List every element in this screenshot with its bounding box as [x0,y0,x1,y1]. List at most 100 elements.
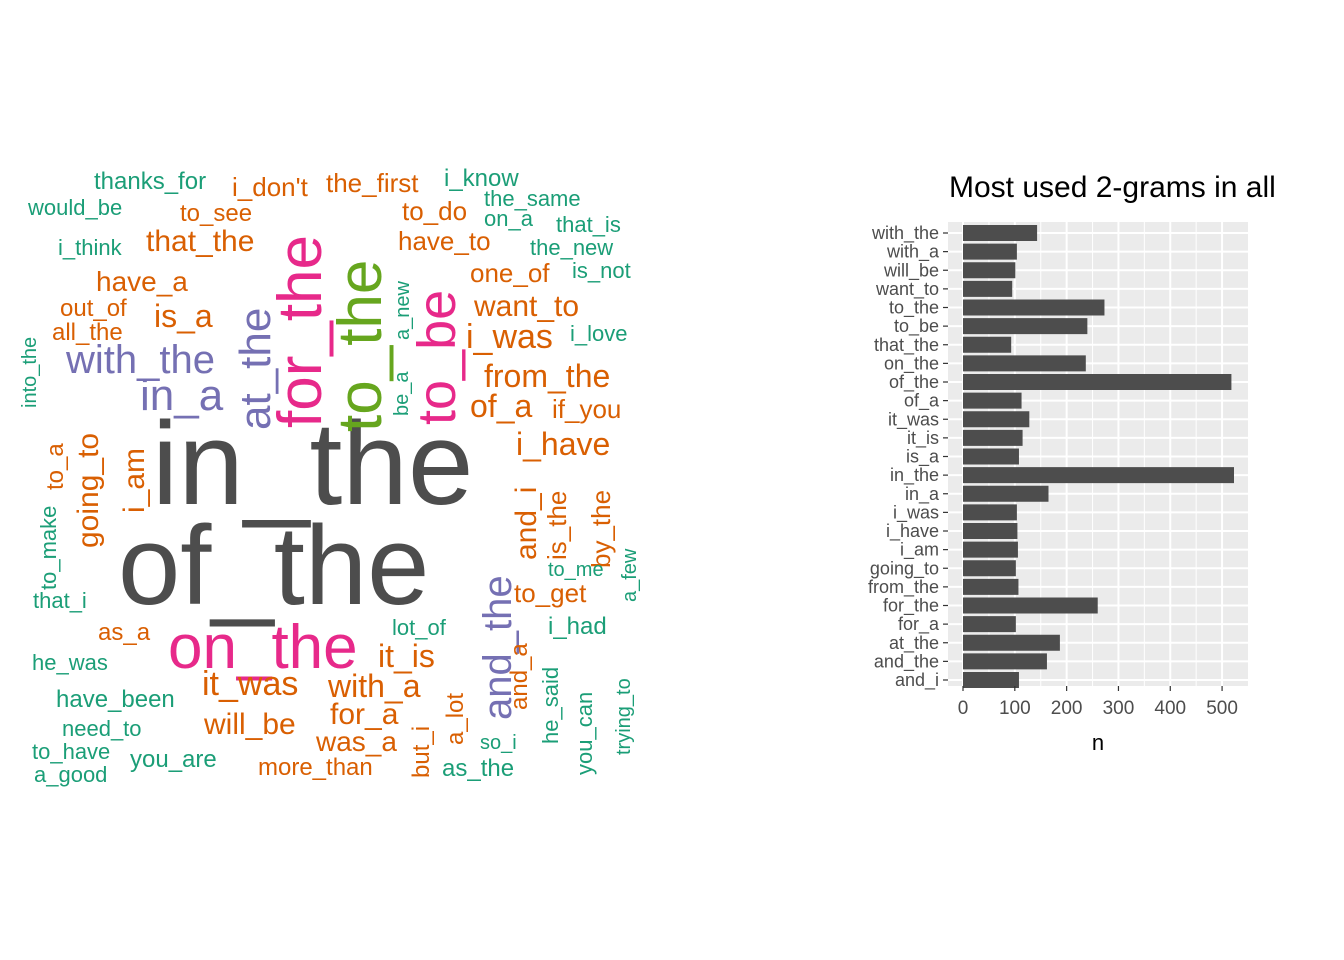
y-tick-label: i_was [893,502,939,523]
cloud-word-the-first: the_first [326,168,419,198]
cloud-word-to-me: to_me [548,559,604,581]
y-tick-label: for_the [883,596,939,617]
bar-with-the [963,225,1038,241]
y-tick-label: will_be [883,260,939,281]
cloud-word-need-to: need_to [62,716,142,741]
x-tick-label: 0 [958,698,969,719]
bar-for-the [963,597,1098,614]
cloud-word-i-know: i_know [444,165,519,192]
cloud-word-on-the: on_the [168,613,358,682]
cloud-word-that-i: that_i [33,588,87,613]
bar-to-be [963,318,1088,335]
cloud-word-have-to: have_to [398,226,491,256]
bar-for-a [963,616,1016,633]
bar-and-the [963,653,1047,670]
cloud-word-is-a: is_a [154,298,213,334]
y-tick-label: with_a [886,242,940,263]
cloud-word-i-had: i_had [548,613,607,640]
bar-it-is [963,429,1023,446]
y-tick-label: i_have [886,521,939,542]
cloud-word-one-of: one_of [470,258,550,288]
cloud-word-to-see: to_see [180,200,253,227]
y-tick-label: it_is [907,428,939,449]
y-tick-label: of_the [889,372,939,393]
bar-want-to [963,280,1013,297]
y-tick-label: to_the [889,298,939,319]
y-tick-label: going_to [870,558,939,579]
cloud-word-the-same: the_same [484,186,581,211]
cloud-word-that-is: that_is [556,212,621,237]
y-tick-label: and_the [874,651,939,672]
bar-from-the [963,578,1019,595]
cloud-word-you-are: you_are [130,746,217,773]
bar-it-was [963,411,1030,428]
y-tick-label: to_be [894,316,939,337]
bar-i-have [963,523,1018,539]
x-axis-label: n [1092,730,1104,755]
cloud-word-in-a: in_a [140,371,224,420]
x-tick-label: 300 [1103,698,1135,719]
cloud-word-a-good: a_good [34,762,108,787]
cloud-word-that-the: that_the [146,225,255,258]
cloud-word-it-was: it_was [202,665,299,703]
cloud-word-i-was: i_was [466,318,553,356]
cloud-word-i-don-t: i_don't [232,172,308,202]
y-tick-label: i_am [900,540,939,561]
x-tick-label: 200 [1051,698,1083,719]
y-tick-label: in_the [890,465,939,486]
bar-with-a [963,243,1017,260]
cloud-word-thanks-for: thanks_for [94,168,207,195]
cloud-word-he-was: he_was [32,650,108,675]
bar-and-i [963,672,1019,688]
y-tick-label: is_a [906,447,940,468]
cloud-word-lot-of: lot_of [392,615,446,640]
cloud-word-of-a: of_a [470,388,533,424]
cloud-word-was-a: was_a [316,726,397,757]
bar-of-the [963,374,1232,390]
bar-on-the [963,355,1086,372]
cloud-word-want-to: want_to [474,290,580,323]
bar-i-was [963,504,1017,521]
cloud-word-with-a: with_a [328,668,421,704]
cloud-word-if-you: if_you [552,394,622,424]
bar-in-the [963,467,1234,484]
cloud-word-i-love: i_love [570,321,628,346]
cloud-word-to-do: to_do [402,196,468,226]
cloud-word-more-than: more_than [258,754,373,781]
cloud-word-of-the: of_the [118,503,430,628]
cloud-word-all-the: all_the [52,319,123,346]
x-tick-label: 100 [999,698,1031,719]
bar-in-a [963,485,1049,502]
y-tick-label: from_the [868,577,939,598]
y-tick-label: and_i [895,670,939,691]
word-cloud: in_the of_the on_the for_the to_be to_the at_t… [19,165,641,787]
bar-will-be [963,262,1016,279]
cloud-word-would-be: would_be [28,195,123,220]
bar-at-the [963,634,1060,651]
y-tick-label: that_the [874,335,939,356]
y-tick-label: at_the [889,633,939,654]
bar-that-the [963,336,1012,353]
y-tick-label: of_a [904,391,940,412]
bar-i-am [963,541,1018,558]
cloud-word-from-the: from_the [484,358,611,394]
bar-going-to [963,560,1016,577]
x-tick-label: 500 [1206,698,1238,719]
cloud-word-i-think: i_think [58,235,122,260]
y-tick-label: for_a [898,614,940,635]
y-tick-label: want_to [875,279,939,300]
y-tick-label: in_a [905,484,940,505]
cloud-word-with-the: with_the [66,338,215,382]
cloud-word-so-i: so_i [480,732,517,754]
y-tick-label: it_was [888,409,939,430]
cloud-word-is-not: is_not [572,258,631,283]
cloud-word-out-of: out_of [60,295,127,322]
cloud-word-have-been: have_been [56,686,175,713]
cloud-word-it-is: it_is [378,638,435,674]
cloud-word-will-be: will_be [204,708,296,741]
cloud-word-to-get: to_get [514,578,587,608]
bar-is-a [963,448,1019,465]
cloud-word-on-a: on_a [484,206,533,231]
cloud-word-i-have: i_have [516,426,611,462]
